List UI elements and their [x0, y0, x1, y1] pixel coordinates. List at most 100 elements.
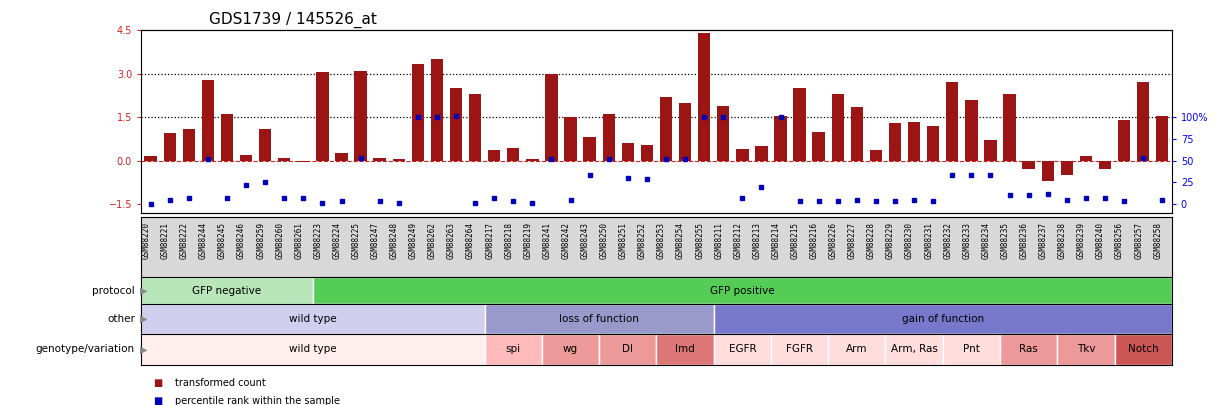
Bar	[469, 94, 481, 160]
Text: GSM88233: GSM88233	[962, 222, 972, 258]
Text: spi: spi	[506, 344, 520, 354]
Text: GSM88243: GSM88243	[580, 222, 590, 258]
Text: ■: ■	[153, 378, 163, 388]
Text: EGFR: EGFR	[729, 344, 756, 354]
Text: percentile rank within the sample: percentile rank within the sample	[175, 396, 340, 405]
Text: GSM88230: GSM88230	[906, 222, 914, 258]
Text: GSM88228: GSM88228	[867, 222, 876, 258]
Bar	[411, 64, 425, 160]
Text: GSM88264: GSM88264	[466, 222, 475, 258]
Text: GSM88214: GSM88214	[772, 222, 780, 258]
Bar	[602, 114, 615, 160]
Bar	[888, 123, 901, 160]
Text: GFP positive: GFP positive	[710, 286, 774, 296]
Bar	[698, 33, 710, 160]
Text: GSM88215: GSM88215	[790, 222, 800, 258]
Bar	[622, 143, 634, 160]
Text: GSM88238: GSM88238	[1058, 222, 1066, 258]
Bar	[488, 150, 501, 160]
Text: GSM88244: GSM88244	[199, 222, 207, 258]
Bar	[221, 114, 233, 160]
Text: GSM88246: GSM88246	[237, 222, 247, 258]
Bar	[1058, 334, 1114, 364]
Bar	[297, 160, 309, 162]
Text: gain of function: gain of function	[902, 314, 984, 324]
Text: Arm: Arm	[847, 344, 867, 354]
Text: GSM88235: GSM88235	[1000, 222, 1010, 258]
Bar	[393, 159, 405, 160]
Bar	[714, 304, 1172, 334]
Text: GSM88257: GSM88257	[1134, 222, 1144, 258]
Text: GSM88247: GSM88247	[371, 222, 379, 258]
Bar	[755, 146, 768, 160]
Text: GSM88250: GSM88250	[600, 222, 609, 258]
Bar	[828, 334, 886, 364]
Text: GSM88237: GSM88237	[1039, 222, 1048, 258]
Text: GSM88219: GSM88219	[524, 222, 533, 258]
Text: GSM88212: GSM88212	[734, 222, 742, 258]
Text: Pnt: Pnt	[963, 344, 980, 354]
Text: GFP negative: GFP negative	[193, 286, 261, 296]
Bar	[373, 158, 385, 160]
Text: GSM88259: GSM88259	[256, 222, 265, 258]
Text: ■: ■	[153, 396, 163, 405]
Text: wild type: wild type	[290, 314, 336, 324]
Text: GSM88242: GSM88242	[562, 222, 571, 258]
Text: GSM88227: GSM88227	[848, 222, 856, 258]
Bar	[1118, 120, 1130, 160]
Text: GSM88241: GSM88241	[542, 222, 551, 258]
Text: GSM88225: GSM88225	[352, 222, 361, 258]
Bar	[141, 304, 485, 334]
Text: GSM88232: GSM88232	[944, 222, 952, 258]
Text: GSM88258: GSM88258	[1153, 222, 1162, 258]
Text: GSM88226: GSM88226	[828, 222, 838, 258]
Text: ▶: ▶	[140, 286, 147, 296]
Bar	[942, 334, 1000, 364]
Bar	[850, 107, 863, 160]
Bar	[679, 103, 691, 160]
Bar	[564, 117, 577, 160]
Bar	[485, 334, 542, 364]
Bar	[239, 155, 253, 160]
Bar	[141, 334, 485, 364]
Text: GSM88253: GSM88253	[656, 222, 666, 258]
Text: GSM88263: GSM88263	[447, 222, 456, 258]
Bar	[355, 71, 367, 160]
Text: GSM88254: GSM88254	[676, 222, 685, 258]
Text: GSM88252: GSM88252	[638, 222, 647, 258]
Bar	[966, 100, 978, 160]
Text: GSM88234: GSM88234	[982, 222, 990, 258]
Bar	[908, 122, 920, 160]
Bar	[507, 147, 519, 160]
Text: ▶: ▶	[140, 314, 147, 324]
Bar	[584, 137, 596, 160]
Bar	[335, 153, 347, 160]
Bar	[1060, 160, 1072, 175]
Text: GSM88216: GSM88216	[810, 222, 818, 258]
Text: wg: wg	[563, 344, 578, 354]
Text: GSM88261: GSM88261	[294, 222, 303, 258]
Text: GSM88221: GSM88221	[161, 222, 169, 258]
Bar	[1022, 160, 1034, 169]
Bar	[832, 94, 844, 160]
Text: GSM88213: GSM88213	[752, 222, 762, 258]
Bar	[1098, 160, 1112, 169]
Text: GSM88240: GSM88240	[1096, 222, 1106, 258]
Bar	[259, 129, 271, 160]
Text: GSM88251: GSM88251	[618, 222, 628, 258]
Bar	[984, 140, 996, 160]
Bar	[431, 59, 443, 160]
Text: transformed count: transformed count	[175, 378, 266, 388]
Bar	[542, 334, 599, 364]
Text: GDS1739 / 145526_at: GDS1739 / 145526_at	[209, 12, 377, 28]
Text: GSM88224: GSM88224	[333, 222, 341, 258]
Text: Imd: Imd	[675, 344, 694, 354]
Text: GSM88255: GSM88255	[696, 222, 704, 258]
Bar	[526, 159, 539, 160]
Text: GSM88262: GSM88262	[428, 222, 437, 258]
Bar	[640, 145, 653, 160]
Text: GSM88220: GSM88220	[141, 222, 151, 258]
Bar	[599, 334, 656, 364]
Bar	[141, 277, 313, 304]
Bar	[317, 72, 329, 160]
